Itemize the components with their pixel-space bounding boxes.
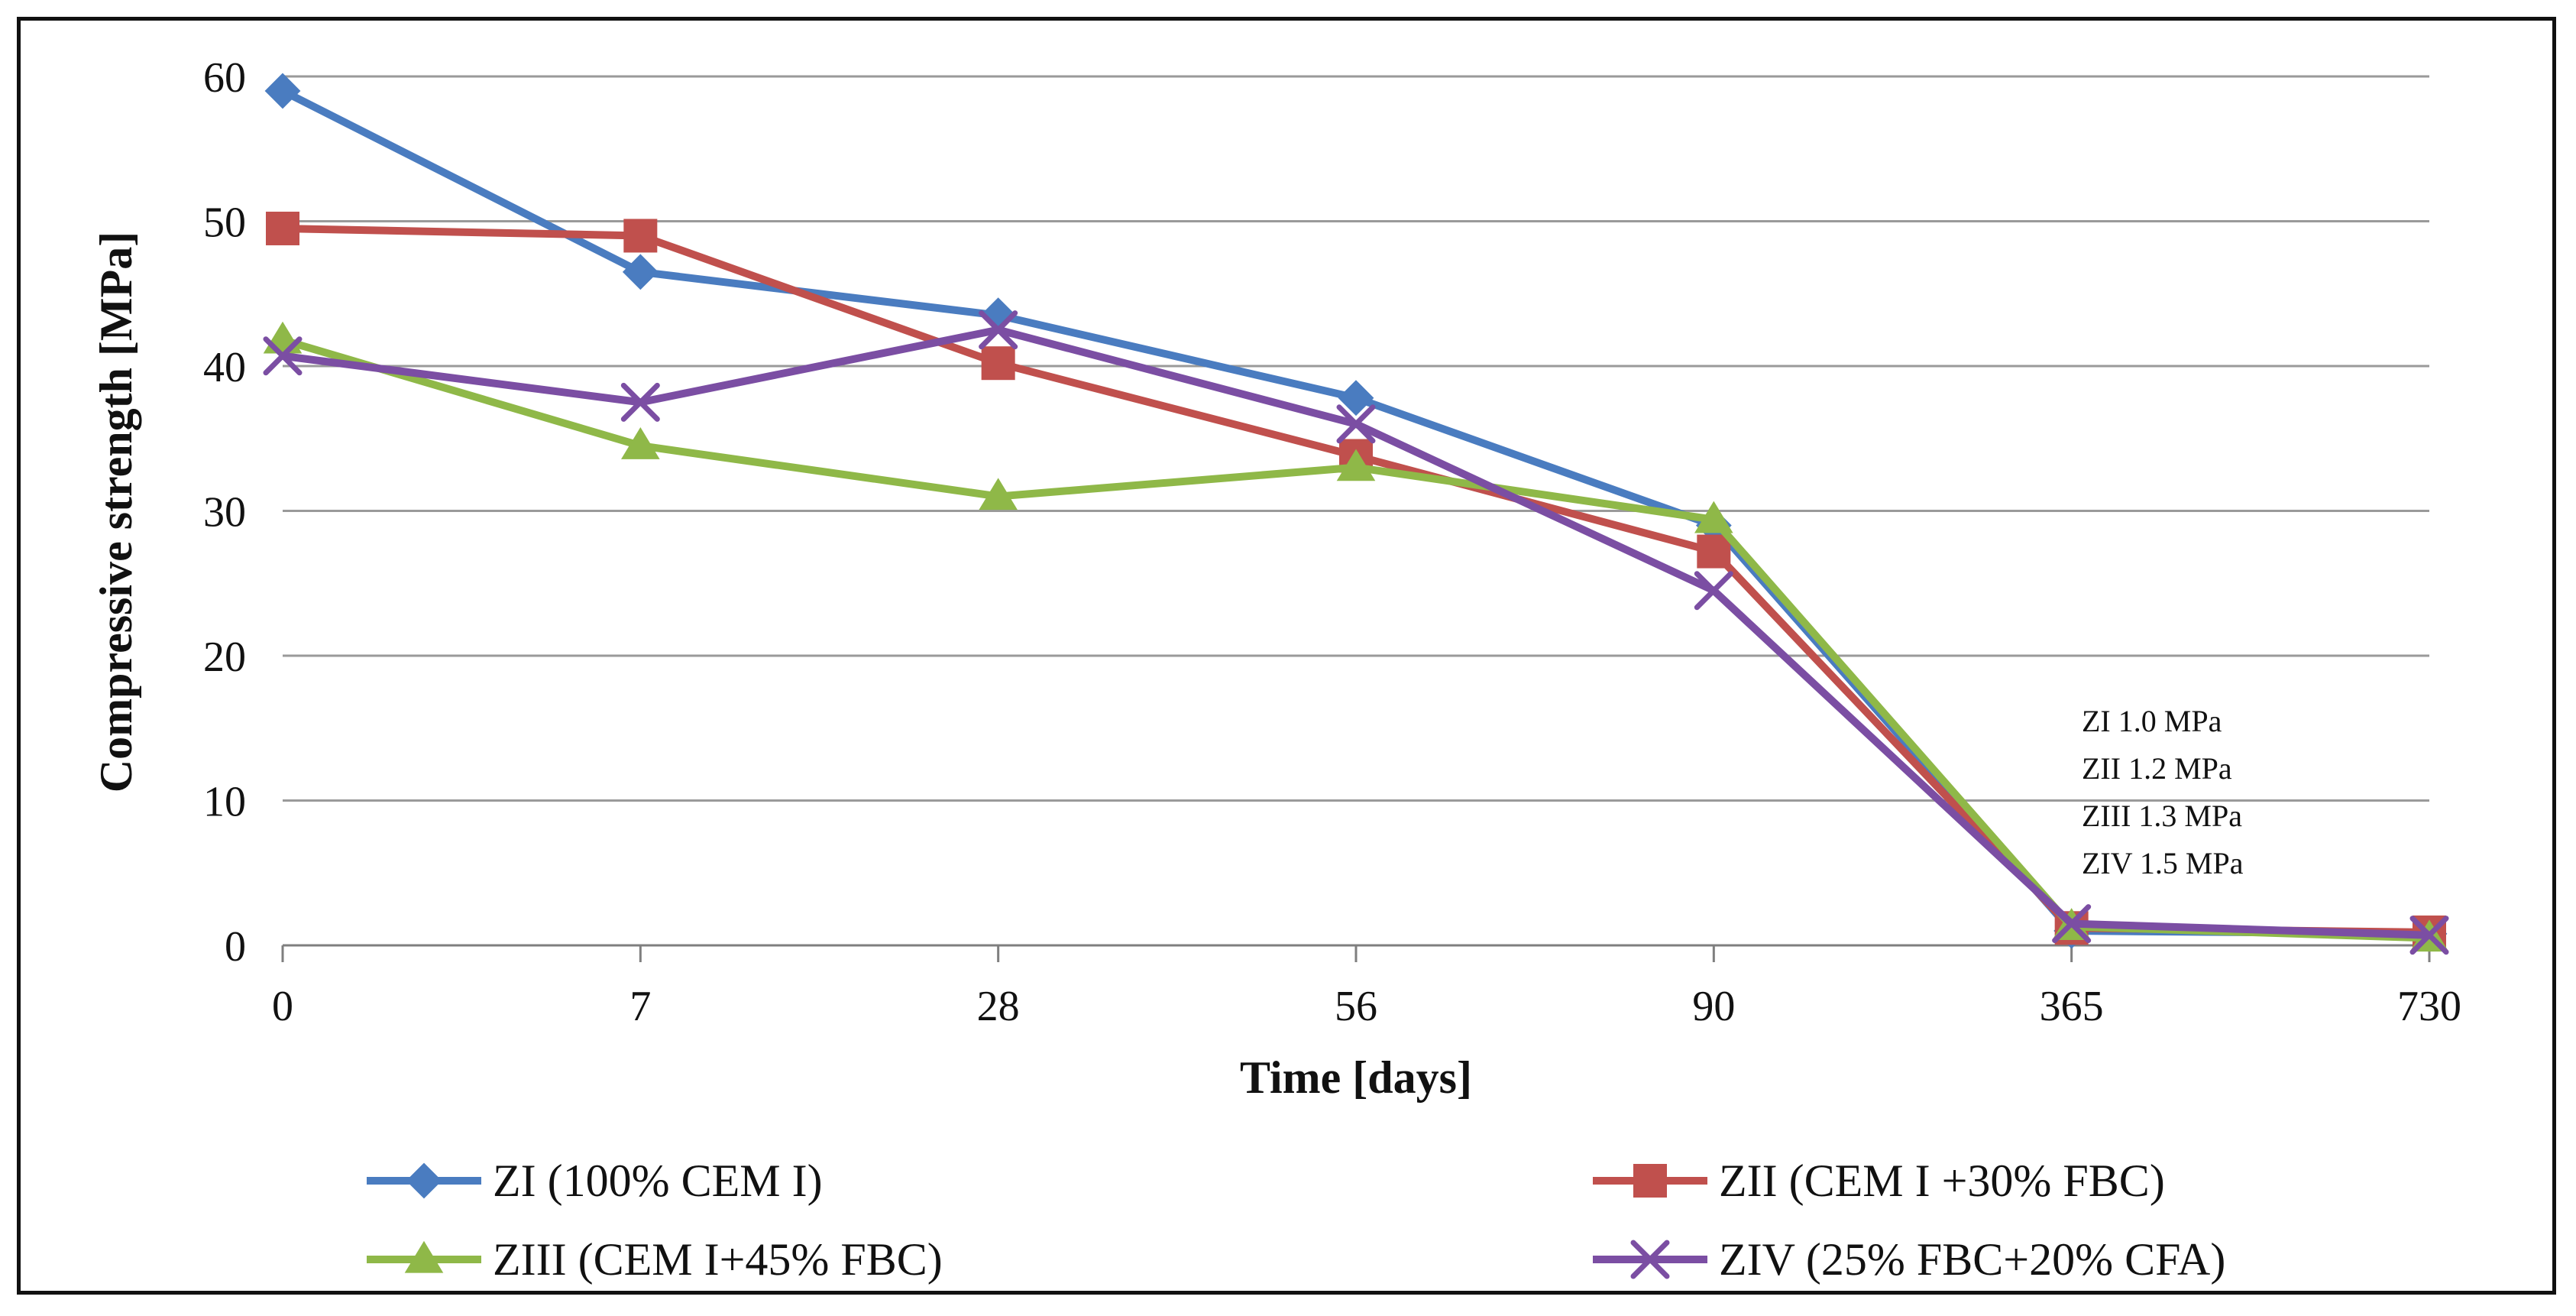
y-tick-label: 0: [225, 923, 246, 971]
data-point: [1694, 571, 1733, 611]
data-point: [981, 346, 1015, 381]
series-group: [263, 73, 2449, 955]
legend-marker: [406, 1162, 442, 1199]
data-point: [1697, 534, 1731, 569]
data-point: [263, 336, 303, 376]
y-tick-label: 30: [203, 489, 246, 536]
x-axis-title: Time [days]: [1240, 1052, 1472, 1103]
y-tick-label: 20: [203, 634, 246, 681]
legend-marker: [1630, 1240, 1670, 1279]
legend-label: ZII (CEM I +30% FBC): [1719, 1156, 2165, 1206]
annotation-block: ZI 1.0 MPa ZII 1.2 MPa ZIII 1.3 MPa ZIV …: [2082, 704, 2244, 880]
data-point: [1338, 380, 1374, 417]
y-tick-label: 10: [203, 779, 246, 826]
x-tick-label: 28: [977, 983, 1020, 1030]
legend-item-3: ZIII (CEM I+45% FBC): [367, 1234, 943, 1285]
data-point: [1336, 404, 1376, 444]
legend-marker: [404, 1240, 444, 1273]
series-4: [263, 310, 2449, 955]
y-tick-label: 60: [203, 54, 246, 102]
series-2: [266, 211, 2446, 949]
data-point: [621, 427, 660, 459]
legend: ZI (100% CEM I) ZII (CEM I +30% FBC) ZIII …: [367, 1156, 2225, 1285]
data-point: [623, 219, 658, 253]
y-tick-label: 50: [203, 199, 246, 247]
data-point: [264, 73, 301, 109]
x-tick-labels: 0 7 28 56 90 365 730: [272, 945, 2461, 1030]
annotation-ziv: ZIV 1.5 MPa: [2082, 846, 2244, 880]
data-point: [1694, 501, 1733, 533]
data-point: [2052, 904, 2092, 944]
y-axis-title: Compressive strength [MPa]: [91, 232, 141, 793]
data-point: [622, 254, 659, 290]
annotation-zii: ZII 1.2 MPa: [2082, 751, 2232, 786]
data-point: [1336, 449, 1376, 481]
data-point: [620, 382, 660, 422]
legend-label: ZIV (25% FBC+20% CFA): [1719, 1234, 2225, 1285]
y-tick-labels: 0 10 20 30 40 50 60: [203, 54, 246, 971]
data-point: [266, 211, 299, 245]
annotation-ziii: ZIII 1.3 MPa: [2082, 799, 2242, 833]
data-point: [979, 310, 1018, 350]
data-point: [2409, 916, 2449, 955]
x-tick-label: 730: [2397, 983, 2461, 1030]
y-tick-label: 40: [203, 344, 246, 391]
legend-label: ZI (100% CEM I): [493, 1156, 823, 1206]
annotation-zi: ZI 1.0 MPa: [2082, 704, 2222, 738]
x-tick-label: 0: [272, 983, 293, 1030]
legend-item-2: ZII (CEM I +30% FBC): [1593, 1156, 2165, 1206]
x-tick-label: 7: [629, 983, 651, 1030]
x-tick-label: 90: [1692, 983, 1735, 1030]
legend-item-1: ZI (100% CEM I): [367, 1156, 823, 1206]
x-tick-label: 56: [1335, 983, 1377, 1030]
x-tick-label: 365: [2040, 983, 2104, 1030]
legend-marker: [1633, 1164, 1667, 1198]
legend-label: ZIII (CEM I+45% FBC): [493, 1234, 943, 1285]
legend-item-4: ZIV (25% FBC+20% CFA): [1593, 1234, 2225, 1285]
data-point: [979, 478, 1018, 511]
data-point: [263, 321, 303, 354]
